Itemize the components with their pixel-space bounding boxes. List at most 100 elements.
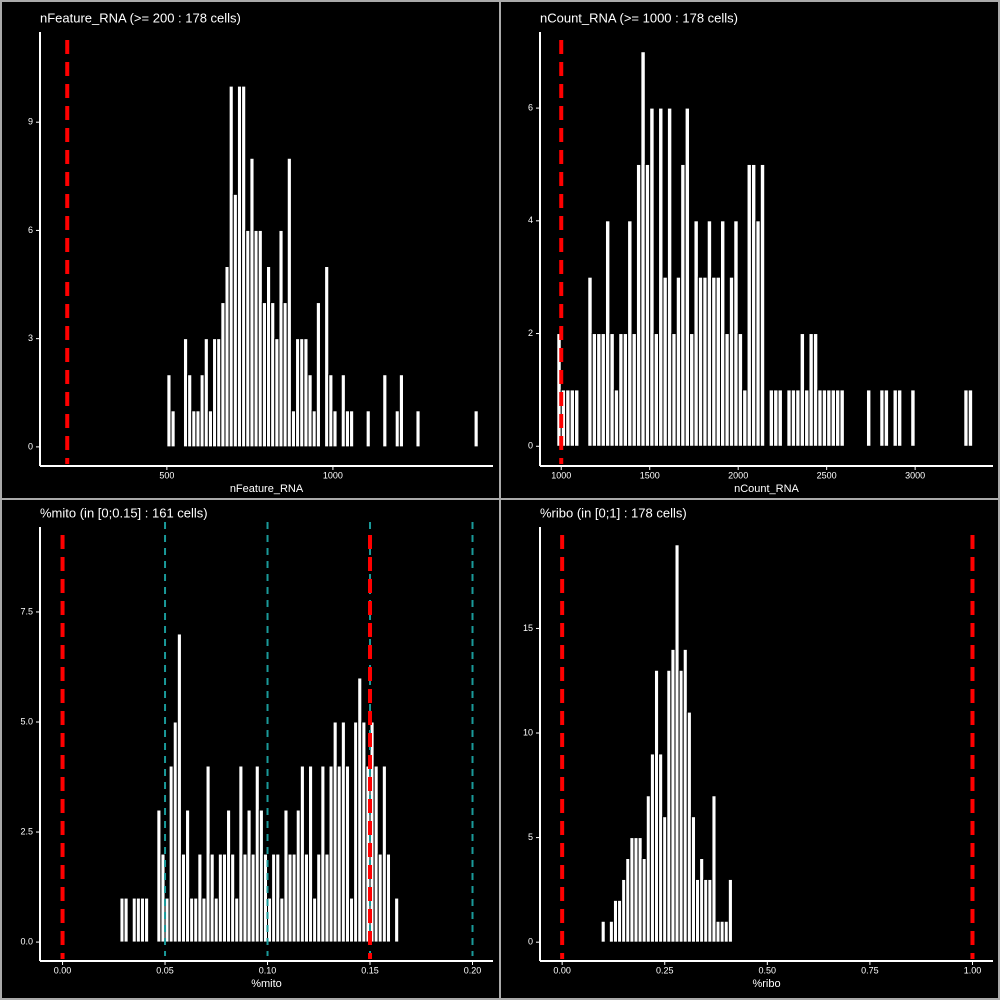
histogram-bar xyxy=(719,920,725,943)
histogram-bar xyxy=(565,389,571,447)
histogram-bar xyxy=(226,809,232,943)
histogram-bar xyxy=(826,389,832,447)
histogram-bar xyxy=(381,765,387,943)
histogram-bar xyxy=(324,853,330,943)
histogram-bar xyxy=(257,229,263,448)
histogram-bar xyxy=(216,338,222,448)
histogram-bar xyxy=(835,389,841,447)
histogram-bar xyxy=(892,389,898,447)
histogram-bar xyxy=(201,897,207,943)
histogram-bar xyxy=(315,302,321,448)
histogram-bar xyxy=(883,389,890,447)
histogram-bar xyxy=(336,765,342,943)
histogram-bar xyxy=(228,85,234,448)
histogram-bar xyxy=(750,163,757,447)
histogram-bar xyxy=(804,389,810,447)
histogram-bar xyxy=(221,853,228,943)
histogram-bar xyxy=(821,389,828,447)
histogram-bar xyxy=(675,276,682,447)
histogram-bar xyxy=(234,897,240,943)
histogram-bar xyxy=(241,85,247,448)
histogram-bar xyxy=(697,276,704,447)
histogram-bar xyxy=(203,338,209,448)
histogram-bar xyxy=(830,389,837,447)
x-axis-label: %ribo xyxy=(752,978,780,990)
histogram-bar xyxy=(382,374,388,448)
y-tick-label: 3 xyxy=(28,333,33,343)
histogram-bar xyxy=(377,853,383,943)
histogram-bar xyxy=(755,220,761,447)
histogram-bar xyxy=(394,410,400,448)
histogram-bar xyxy=(182,338,189,448)
y-tick-label: 9 xyxy=(28,117,33,127)
x-tick-label: 1000 xyxy=(551,470,571,480)
histogram-bar xyxy=(303,853,310,943)
y-tick-label: 6 xyxy=(528,102,533,112)
histogram-bar xyxy=(287,853,293,943)
histogram-bar xyxy=(746,163,752,447)
histogram-bar xyxy=(144,897,150,943)
histogram-bar xyxy=(658,107,664,447)
histogram-bar xyxy=(629,837,635,943)
y-tick-label: 0 xyxy=(528,937,533,947)
histogram-bar xyxy=(286,157,292,448)
histogram-bar xyxy=(711,795,717,943)
histogram-bar xyxy=(703,878,709,943)
histogram-bar xyxy=(625,858,631,943)
histogram-bar xyxy=(670,648,676,943)
panel: 0.0 2.5 5.0 7.5 0.00 0.05 0.10 0.15 0.20 %mito %mi… xyxy=(20,505,493,990)
histogram-bar xyxy=(123,897,129,943)
histogram-bar xyxy=(967,389,974,447)
histogram-bar xyxy=(622,333,629,447)
histogram-bar xyxy=(737,333,744,447)
histogram-bar xyxy=(303,338,309,448)
histogram-bar xyxy=(699,858,705,943)
histogram-bar xyxy=(385,853,392,943)
histogram-bar xyxy=(587,276,593,447)
histogram-bar xyxy=(254,765,260,943)
histogram-bar xyxy=(808,333,814,447)
histogram-bar xyxy=(653,333,660,447)
histogram-bar xyxy=(168,765,174,943)
y-tick-label: 6 xyxy=(28,225,33,235)
x-tick-label: 1000 xyxy=(323,470,343,480)
histogram-bar xyxy=(635,163,642,447)
histogram-bar xyxy=(727,878,733,943)
histogram-bar xyxy=(719,220,726,447)
histogram-bar xyxy=(662,276,668,447)
histogram-bar xyxy=(119,897,125,943)
histogram-bar xyxy=(365,410,371,448)
histogram-bar xyxy=(609,333,615,447)
histogram-bar xyxy=(715,276,721,447)
histogram-bar xyxy=(312,897,318,943)
histogram-bar xyxy=(320,765,326,943)
histogram-bar xyxy=(641,858,647,943)
x-tick-label: 0.05 xyxy=(156,965,174,975)
histogram-bar xyxy=(678,669,684,943)
histogram-bar xyxy=(627,220,633,447)
histogram-bar xyxy=(250,853,256,943)
x-axis-label: %mito xyxy=(251,978,282,990)
histogram-bar xyxy=(759,163,766,447)
histogram-bar xyxy=(193,897,199,943)
y-tick-label: 4 xyxy=(528,215,533,225)
histogram-bar xyxy=(695,878,701,943)
histogram-bar xyxy=(258,809,264,943)
histogram-bar xyxy=(644,163,651,447)
panel-title: nCount_RNA (>= 1000 : 178 cells) xyxy=(540,10,738,25)
histogram-bar xyxy=(307,374,313,448)
histogram-bar xyxy=(311,410,317,448)
histogram-bar xyxy=(473,410,479,448)
histogram-bar xyxy=(707,878,713,943)
histogram-bar xyxy=(723,920,729,943)
panel-title: nFeature_RNA (>= 200 : 178 cells) xyxy=(40,10,241,25)
histogram-bar xyxy=(344,765,351,943)
histogram-bar xyxy=(910,389,916,447)
histogram-bar xyxy=(649,107,655,447)
histogram-bar xyxy=(612,899,619,943)
histogram-bar xyxy=(253,229,259,448)
histogram-bar xyxy=(604,220,611,447)
histogram-bar xyxy=(361,721,367,943)
histogram-bar xyxy=(131,897,137,943)
